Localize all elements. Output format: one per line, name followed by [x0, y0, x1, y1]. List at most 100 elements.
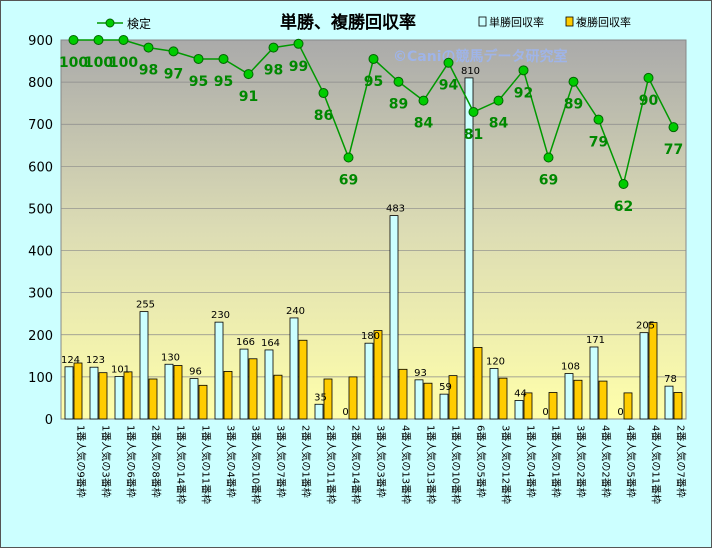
- x-tick-label: 3番人気の4番枠: [225, 425, 238, 498]
- y-tick-label: 100: [28, 371, 53, 386]
- plot-area: [60, 39, 687, 420]
- bar-fukusho: [223, 371, 233, 420]
- kentei-value-label: 62: [614, 199, 633, 215]
- bar-tansho: [114, 376, 124, 420]
- bar-fukusho: [648, 322, 658, 420]
- x-tick-label: 1番人気の1番枠: [550, 425, 563, 498]
- kentei-value-label: 95: [214, 74, 233, 90]
- bar-value-label: 483: [386, 204, 405, 215]
- kentei-value-label: 90: [639, 93, 659, 109]
- bar-tansho: [364, 342, 374, 420]
- kentei-value-label: 81: [464, 127, 483, 143]
- kentei-value-label: 97: [164, 66, 183, 82]
- bar-value-label: 44: [514, 388, 527, 399]
- watermark: ©Caniの競馬データ研究室: [393, 48, 568, 65]
- bar-tansho: [564, 373, 574, 420]
- bar-tansho: [464, 77, 474, 420]
- bar-fukusho: [323, 378, 333, 420]
- bar-tansho: [189, 378, 199, 420]
- bar-value-label: 123: [86, 355, 105, 366]
- kentei-value-label: 92: [514, 85, 533, 101]
- bar-fukusho: [373, 330, 383, 420]
- kentei-point: [268, 42, 279, 53]
- bar-fukusho: [123, 371, 133, 420]
- bar-fukusho: [523, 392, 533, 420]
- bar-tansho: [314, 403, 324, 420]
- x-tick-label: 1番人気の14番枠: [175, 425, 188, 504]
- bar-fukusho: [423, 382, 433, 420]
- kentei-point: [68, 35, 79, 45]
- bar-fukusho: [673, 392, 683, 420]
- kentei-point: [368, 53, 379, 64]
- bar-tansho: [264, 349, 274, 420]
- bar-value-label: 78: [664, 374, 677, 385]
- legend-marker-kentei: [105, 18, 115, 28]
- bar-value-label: 93: [414, 368, 427, 379]
- legend-label-fukusho: 複勝回収率: [576, 15, 631, 29]
- kentei-value-label: 69: [339, 172, 358, 188]
- kentei-value-label: 98: [264, 63, 283, 79]
- y-tick-label: 400: [28, 245, 53, 260]
- kentei-point: [543, 152, 554, 163]
- x-tick-label: 3番人気の7番枠: [275, 425, 288, 498]
- bar-fukusho: [498, 377, 508, 420]
- kentei-value-label: 86: [314, 108, 333, 124]
- kentei-value-label: 94: [439, 78, 459, 94]
- bar-fukusho: [73, 362, 83, 420]
- x-tick-label: 1番人気の10番枠: [450, 425, 463, 504]
- kentei-value-label: 84: [414, 116, 434, 132]
- bar-fukusho: [448, 375, 458, 420]
- bar-value-label: 96: [189, 367, 202, 378]
- y-tick-label: 300: [28, 287, 53, 302]
- kentei-point: [168, 46, 179, 57]
- bar-value-label: 35: [314, 392, 327, 403]
- x-tick-label: 4番人気の13番枠: [400, 425, 413, 504]
- y-tick-label: 600: [28, 160, 53, 175]
- kentei-value-label: 77: [664, 142, 683, 158]
- bar-fukusho: [248, 358, 258, 420]
- bar-tansho: [514, 400, 524, 420]
- kentei-value-label: 100: [109, 55, 138, 71]
- bar-fukusho: [98, 372, 108, 420]
- bar-tansho: [389, 215, 399, 420]
- kentei-value-label: 89: [564, 97, 583, 113]
- bar-tansho: [64, 366, 74, 420]
- kentei-value-label: 91: [239, 89, 258, 105]
- bar-value-label: 0: [617, 407, 623, 418]
- kentei-value-label: 98: [139, 63, 158, 79]
- x-tick-label: 2番人気の1番枠: [300, 425, 313, 498]
- x-tick-label: 1番人気の6番枠: [125, 425, 138, 498]
- kentei-value-label: 69: [539, 172, 558, 188]
- y-tick-label: 700: [28, 118, 53, 133]
- x-tick-label: 1番人気の13番枠: [425, 425, 438, 504]
- kentei-value-label: 100: [59, 55, 88, 71]
- kentei-point: [293, 38, 304, 49]
- kentei-point: [218, 53, 229, 64]
- legend: 検定 単勝回収率 複勝回収率: [97, 15, 631, 31]
- kentei-value-label: 95: [189, 74, 208, 90]
- y-tick-label: 900: [28, 34, 53, 49]
- bar-tansho: [439, 393, 449, 420]
- y-tick-label: 0: [45, 413, 53, 428]
- kentei-point: [118, 35, 129, 45]
- bar-value-label: 166: [236, 337, 255, 348]
- bar-value-label: 124: [61, 355, 80, 366]
- bar-value-label: 59: [439, 382, 452, 393]
- x-tick-label: 4番人気の5番枠: [625, 425, 638, 498]
- x-axis-labels: 1番人気の9番枠 1番人気の3番枠 1番人気の6番枠 2番人気の8番枠 1番人気の14番…: [75, 425, 688, 504]
- legend-item-fukusho: 複勝回収率: [565, 15, 631, 29]
- bar-fukusho: [573, 379, 583, 420]
- bar-fukusho: [598, 380, 608, 420]
- bar-value-labels: 124 123 101 255 130 96 230 166 164 240 35 0 180 483 93…: [61, 66, 677, 418]
- bar-fukusho: [198, 384, 208, 420]
- bar-fukusho: [548, 392, 558, 420]
- y-tick-label: 500: [28, 202, 53, 217]
- kentei-point: [468, 107, 479, 118]
- bar-tansho: [489, 368, 499, 420]
- x-tick-label: 4番人気の11番枠: [650, 425, 663, 504]
- bar-value-label: 171: [586, 335, 605, 346]
- legend-label-tansho: 単勝回収率: [489, 15, 544, 29]
